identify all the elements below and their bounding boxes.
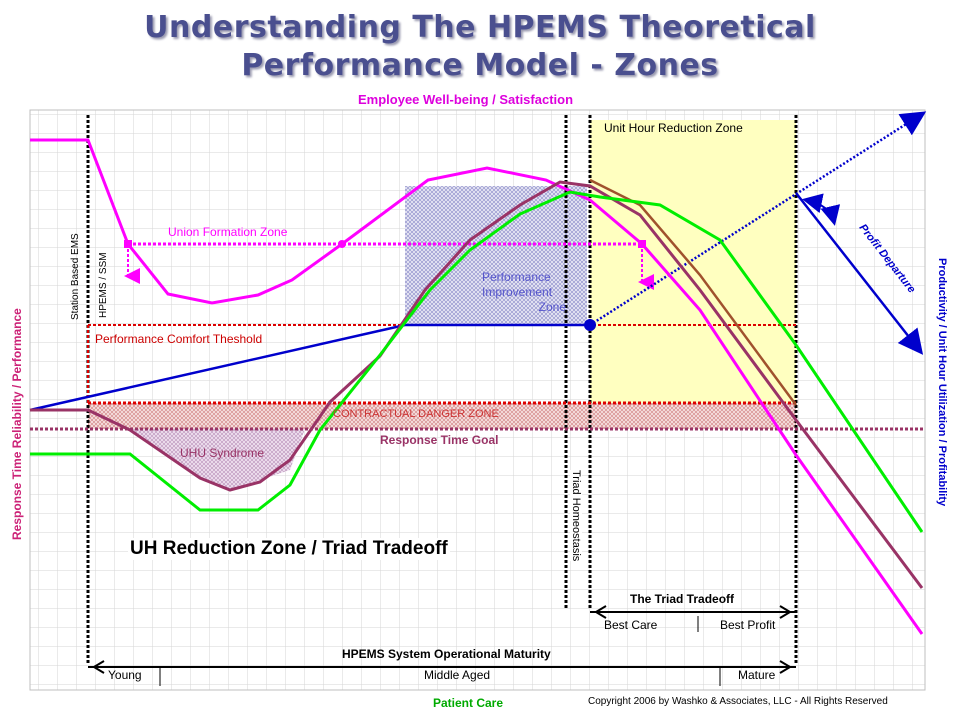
response-time-goal-label: Response Time Goal [380,433,499,447]
uhu-syndrome-label: UHU Syndrome [180,446,265,460]
contractual-danger-label: CONTRACTUAL DANGER ZONE [333,408,499,420]
best-care-label: Best Care [604,618,658,632]
performance-comfort-label: Performance Comfort Theshold [95,332,263,346]
title-line-1: Understanding The HPEMS Theoretical [144,10,816,45]
performance-improvement-line-2: Improvement [482,285,553,299]
performance-improvement-label: Performance Improvement Zone [482,270,566,315]
station-based-label: Station Based EMS [70,233,81,320]
maturity-middle: Middle Aged [424,668,491,682]
uh-tradeoff-heading: UH Reduction Zone / Triad Tradeoff [128,538,450,560]
top-axis-label: Employee Well-being / Satisfaction [358,92,574,107]
maturity-label: HPEMS System Operational Maturity [342,647,551,661]
performance-improvement-line-3: Zone [538,300,566,314]
triad-tradeoff-label: The Triad Tradeoff [630,592,735,606]
brown-line [589,178,798,406]
maturity-mature: Mature [738,668,776,682]
response-reliability-line [30,190,924,533]
productivity-projection [589,111,927,327]
copyright-text: Copyright 2006 by Washko & Associates, L… [588,696,888,707]
left-axis-label: Response Time Reliability / Performance [10,308,24,540]
uhu-syndrome-fill [130,429,305,490]
triad-homeostasis-label: Triad Homeostasis [570,470,582,562]
bottom-axis-label: Patient Care [433,696,504,710]
performance-improvement-line-1: Performance [482,270,551,284]
employee-wellbeing-line [30,138,924,635]
contractual-danger-zone-fill [88,403,796,429]
unit-hour-reduction-label: Unit Hour Reduction Zone [604,121,743,135]
best-profit-label: Best Profit [720,618,776,632]
unit-hour-reduction-zone-fill [590,120,796,428]
productivity-line [29,323,590,412]
union-formation-label: Union Formation Zone [168,225,288,239]
right-axis-label: Productivity / Unit Hour Utilization / P… [936,258,948,507]
performance-improvement-zone-fill [405,186,587,326]
hpems-ssm-label: HPEMS / SSM [98,252,109,318]
title-line-2: Performance Model - Zones [241,48,719,83]
maturity-young: Young [108,668,142,682]
maroon-line [30,180,924,589]
